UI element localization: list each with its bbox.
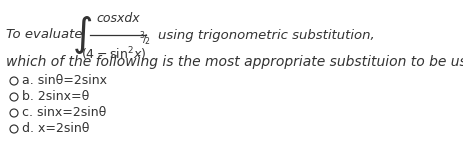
Text: $\int$: $\int$	[72, 14, 92, 56]
Text: c. sinx=2sinθ: c. sinx=2sinθ	[22, 106, 106, 119]
Text: cosxdx: cosxdx	[96, 12, 139, 25]
Text: To evaluate: To evaluate	[6, 29, 82, 41]
Text: d. x=2sinθ: d. x=2sinθ	[22, 122, 89, 135]
Text: which of the following is the most appropriate substituion to be used?: which of the following is the most appro…	[6, 55, 463, 69]
Text: a. sinθ=2sinx: a. sinθ=2sinx	[22, 75, 107, 87]
Text: b. 2sinx=θ: b. 2sinx=θ	[22, 90, 89, 103]
Text: using trigonometric substitution,: using trigonometric substitution,	[158, 29, 374, 41]
Text: $(4-\sin^2\!x)$: $(4-\sin^2\!x)$	[81, 45, 146, 63]
Text: $\!\!^{\,3}\!/\!_{2}$: $\!\!^{\,3}\!/\!_{2}$	[140, 30, 151, 48]
